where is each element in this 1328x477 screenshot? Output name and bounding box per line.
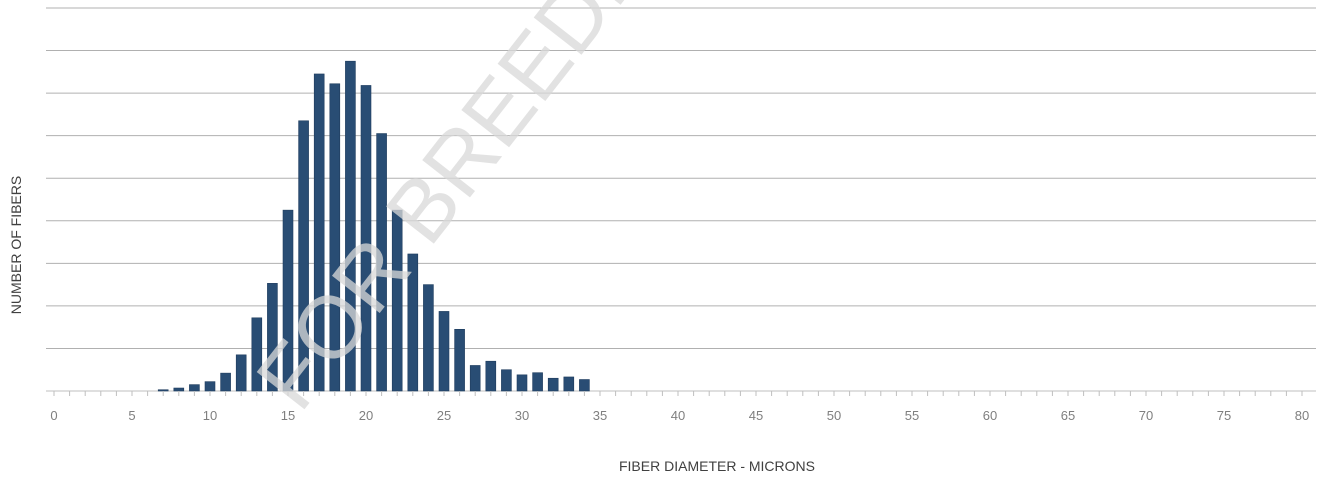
- x-tick-label: 60: [983, 408, 997, 423]
- x-tick-label: 10: [203, 408, 217, 423]
- bar: [547, 377, 559, 392]
- bar: [438, 311, 450, 392]
- x-tick-label: 70: [1139, 408, 1153, 423]
- x-tick-label: 80: [1295, 408, 1309, 423]
- x-tick-label: 55: [905, 408, 919, 423]
- x-tick-label: 0: [50, 408, 57, 423]
- x-axis-title: FIBER DIAMETER - MICRONS: [619, 458, 815, 474]
- bar: [204, 381, 216, 392]
- x-axis: 0 5 10 15 20 25 30 35 40 45 50 55 60 65 70 75 80: [50, 391, 1309, 423]
- bar: [579, 379, 590, 392]
- x-tick-label: 30: [515, 408, 529, 423]
- bar: [454, 328, 465, 392]
- bar: [501, 369, 512, 392]
- bar: [516, 374, 528, 392]
- bar: [485, 360, 497, 392]
- x-tick-label: 45: [749, 408, 763, 423]
- bar: [173, 387, 185, 392]
- bar: [563, 376, 575, 392]
- x-tick-label: 20: [359, 408, 373, 423]
- bar: [469, 365, 481, 392]
- bar: [189, 384, 200, 392]
- x-tick-label: 35: [593, 408, 607, 423]
- bar: [532, 372, 543, 392]
- x-tick-label: 50: [827, 408, 841, 423]
- x-tick-label: 5: [128, 408, 135, 423]
- x-tick-label: 15: [281, 408, 295, 423]
- x-tick-label: 65: [1061, 408, 1075, 423]
- gridlines: [46, 7, 1316, 392]
- y-axis-title: NUMBER OF FIBERS: [8, 176, 24, 314]
- bars: [157, 60, 590, 392]
- bar: [220, 372, 231, 392]
- x-tick-label: 75: [1217, 408, 1231, 423]
- x-tick-label: 40: [671, 408, 685, 423]
- x-tick-label: 25: [437, 408, 451, 423]
- bar: [423, 284, 434, 392]
- bar: [157, 389, 169, 392]
